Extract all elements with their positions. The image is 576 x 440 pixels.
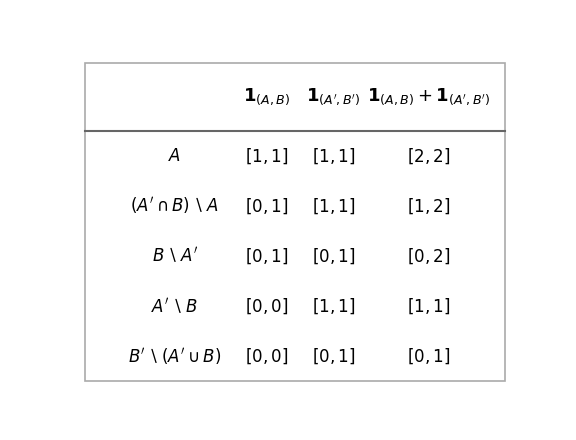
Text: $[2,2]$: $[2,2]$ <box>407 146 451 165</box>
Text: $[0,0]$: $[0,0]$ <box>245 297 288 316</box>
Text: $B\setminus A'$: $B\setminus A'$ <box>151 246 198 266</box>
Text: $\mathbf{1}_{(A,B)}+\mathbf{1}_{(A',B')}$: $\mathbf{1}_{(A,B)}+\mathbf{1}_{(A',B')}… <box>367 87 491 107</box>
Text: $(A'\cap B)\setminus A$: $(A'\cap B)\setminus A$ <box>130 195 219 216</box>
Text: $[1,1]$: $[1,1]$ <box>312 297 355 316</box>
Text: $[0,1]$: $[0,1]$ <box>245 246 288 266</box>
Text: $[0,1]$: $[0,1]$ <box>407 347 451 366</box>
Text: $[1,1]$: $[1,1]$ <box>407 297 451 316</box>
Text: $[1,1]$: $[1,1]$ <box>312 196 355 216</box>
Text: $[0,2]$: $[0,2]$ <box>407 246 451 266</box>
Text: $A$: $A$ <box>168 147 181 165</box>
Text: $[1,1]$: $[1,1]$ <box>245 146 288 165</box>
Text: $[0,1]$: $[0,1]$ <box>312 246 355 266</box>
Text: $\mathbf{1}_{(A,B)}$: $\mathbf{1}_{(A,B)}$ <box>242 87 290 107</box>
Text: $B'\setminus(A'\cup B)$: $B'\setminus(A'\cup B)$ <box>128 346 221 367</box>
Text: $[1,1]$: $[1,1]$ <box>312 146 355 165</box>
Text: $[0,0]$: $[0,0]$ <box>245 347 288 366</box>
Text: $\mathbf{1}_{(A',B')}$: $\mathbf{1}_{(A',B')}$ <box>306 87 361 107</box>
Text: $A'\setminus B$: $A'\setminus B$ <box>151 296 198 316</box>
Text: $[1,2]$: $[1,2]$ <box>407 196 451 216</box>
Text: $[0,1]$: $[0,1]$ <box>245 196 288 216</box>
Text: $[0,1]$: $[0,1]$ <box>312 347 355 366</box>
